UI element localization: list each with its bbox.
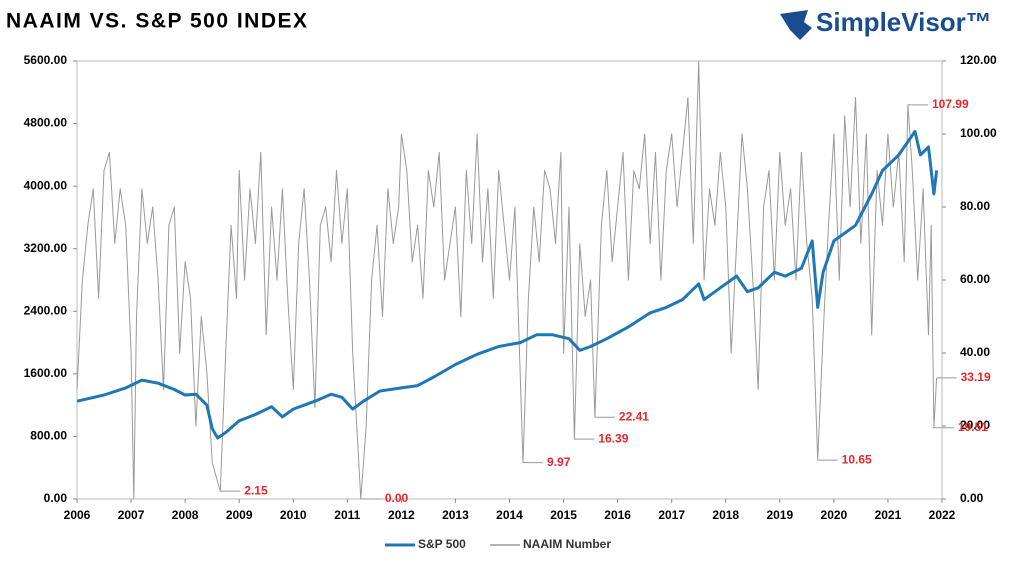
x-tick-label: 2021 xyxy=(875,508,902,522)
y2-tick-label: 20.00 xyxy=(960,418,990,432)
legend-label: NAAIM Number xyxy=(523,537,611,551)
y2-tick-label: 100.00 xyxy=(960,126,997,140)
x-tick-label: 2009 xyxy=(226,508,253,522)
x-tick-label: 2008 xyxy=(172,508,199,522)
x-tick-label: 2015 xyxy=(550,508,577,522)
x-tick-label: 2014 xyxy=(496,508,523,522)
x-tick-label: 2007 xyxy=(118,508,145,522)
annotation-label: 2.15 xyxy=(244,483,268,497)
y2-tick-label: 120.00 xyxy=(960,53,997,67)
y-tick-label: 3200.00 xyxy=(24,241,68,255)
annotation-label: 33.19 xyxy=(961,370,991,384)
x-tick-label: 2011 xyxy=(334,508,360,522)
y2-tick-label: 60.00 xyxy=(960,272,990,286)
chart-title: NAAIM VS. S&P 500 INDEX xyxy=(6,10,309,33)
x-tick-label: 2020 xyxy=(821,508,848,522)
x-tick-label: 2019 xyxy=(766,508,793,522)
x-tick-label: 2012 xyxy=(388,508,415,522)
y-tick-label: 0.00 xyxy=(44,491,68,505)
x-tick-label: 2017 xyxy=(658,508,685,522)
y-tick-label: 800.00 xyxy=(30,429,67,443)
annotation-label: 9.97 xyxy=(547,455,571,469)
x-tick-label: 2006 xyxy=(64,508,91,522)
series-line xyxy=(76,129,939,440)
annotation-label: 16.39 xyxy=(598,431,628,445)
brand: SimpleVisor™ xyxy=(816,7,992,37)
annotation-label: 107.99 xyxy=(932,97,969,111)
y-tick-label: 1600.00 xyxy=(24,366,68,380)
y2-tick-label: 80.00 xyxy=(960,199,990,213)
x-tick-label: 2016 xyxy=(604,508,631,522)
annotation-label: 10.65 xyxy=(842,452,872,466)
logo-icon xyxy=(780,10,812,40)
y-tick-label: 4800.00 xyxy=(24,116,68,130)
y-tick-label: 5600.00 xyxy=(24,53,68,67)
x-tick-label: 2013 xyxy=(442,508,469,522)
y2-tick-label: 0.00 xyxy=(960,491,984,505)
series-line xyxy=(76,60,938,500)
annotation-label: 22.41 xyxy=(619,409,649,423)
logo: SimpleVisor™ xyxy=(780,7,992,40)
y-tick-label: 4000.00 xyxy=(24,178,68,192)
x-tick-label: 2022 xyxy=(929,508,956,522)
legend-label: S&P 500 xyxy=(418,537,466,551)
annotation-label: 19.51 xyxy=(958,420,988,434)
annotation-label: 0.00 xyxy=(385,491,409,505)
x-tick-label: 2010 xyxy=(280,508,307,522)
y-tick-label: 2400.00 xyxy=(24,303,68,317)
x-tick-label: 2018 xyxy=(712,508,739,522)
y2-tick-label: 40.00 xyxy=(960,345,990,359)
